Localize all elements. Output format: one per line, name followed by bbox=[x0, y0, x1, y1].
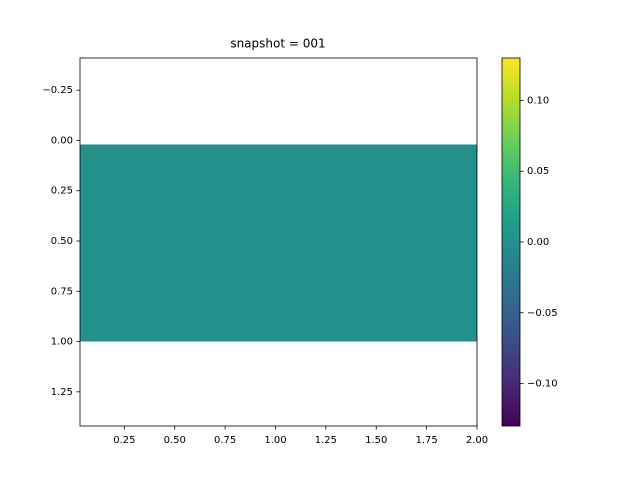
x-tick-label: 1.50 bbox=[365, 435, 387, 446]
colorbar bbox=[501, 57, 521, 427]
x-tick-label: 1.25 bbox=[315, 435, 337, 446]
colorbar-tick-label: 0.00 bbox=[527, 237, 549, 248]
colorbar-tick-label: 0.10 bbox=[527, 95, 549, 106]
plot-frame bbox=[79, 57, 478, 427]
y-tick-label: 0.75 bbox=[51, 286, 73, 297]
x-tick-label: 1.75 bbox=[415, 435, 437, 446]
x-tick-label: 0.75 bbox=[214, 435, 236, 446]
y-tick-label: 1.00 bbox=[51, 337, 73, 348]
colorbar-tick-label: −0.10 bbox=[527, 379, 558, 390]
heatmap-cell bbox=[80, 144, 477, 342]
y-tick-label: 0.25 bbox=[51, 186, 73, 197]
x-tick-label: 1.00 bbox=[264, 435, 286, 446]
x-tick-label: 2.00 bbox=[466, 435, 488, 446]
x-tick-label: 0.50 bbox=[164, 435, 186, 446]
y-tick-label: 0.00 bbox=[51, 135, 73, 146]
x-tick-label: 0.25 bbox=[113, 435, 135, 446]
colorbar-tick-label: −0.05 bbox=[527, 308, 558, 319]
y-tick-label: −0.25 bbox=[42, 85, 73, 96]
y-tick-label: 0.50 bbox=[51, 236, 73, 247]
colorbar-tick-label: 0.05 bbox=[527, 166, 549, 177]
chart-title: snapshot = 001 bbox=[230, 37, 325, 51]
y-tick-label: 1.25 bbox=[51, 387, 73, 398]
